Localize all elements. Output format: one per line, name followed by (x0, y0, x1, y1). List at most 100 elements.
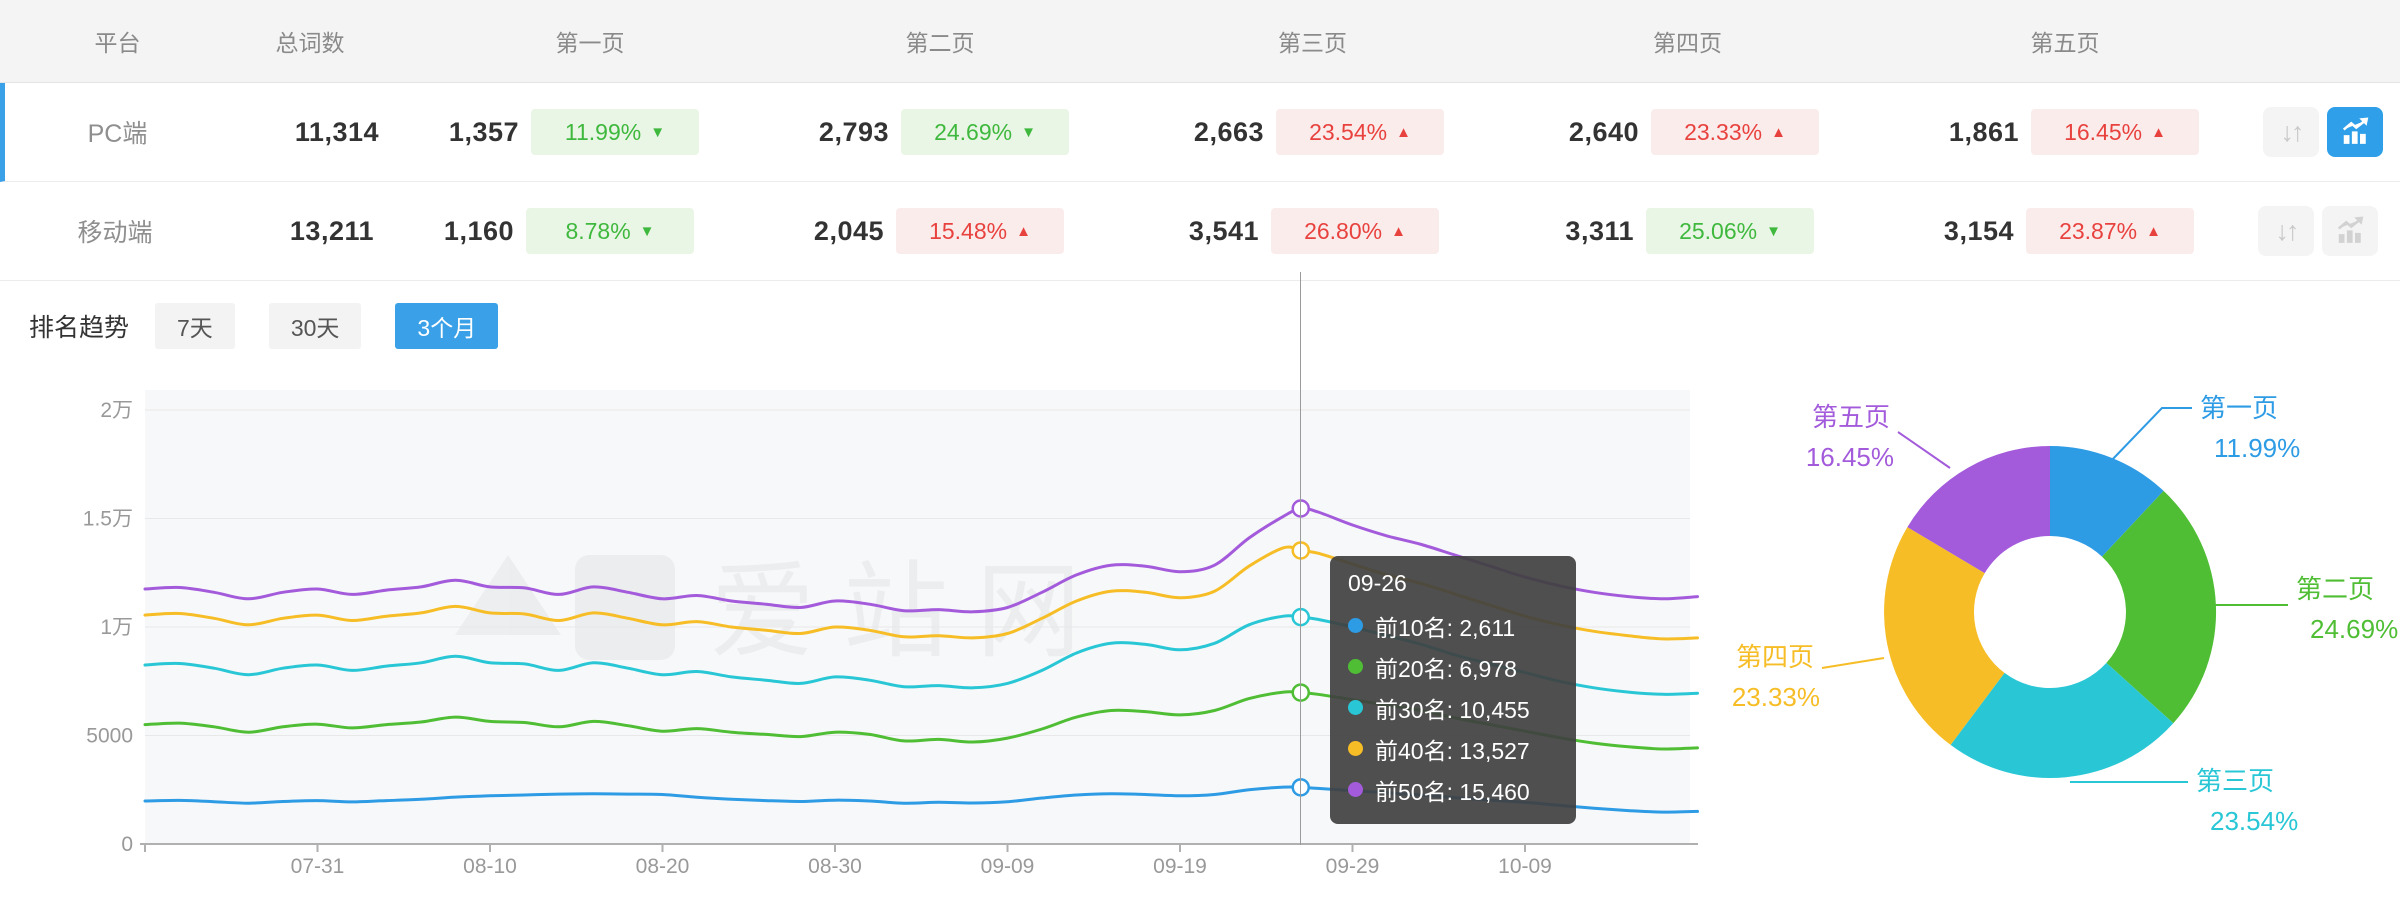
header-page2: 第二页 (905, 30, 975, 56)
donut-slice-第三页[interactable] (1950, 662, 2174, 778)
tooltip-item: 前10名: 2,611 (1348, 605, 1556, 646)
trend-controls: 排名趋势 7天 30天 3个月 (29, 303, 532, 349)
donut-label-name: 第五页 (1812, 402, 1890, 432)
donut-label-name: 第二页 (2296, 574, 2374, 604)
header-platform: 平台 (94, 30, 141, 56)
row-actions: ↓↑ (2220, 206, 2400, 256)
header-page4: 第四页 (1653, 30, 1722, 56)
tooltip-item: 前20名: 6,978 (1348, 646, 1556, 687)
page-distribution-donut-chart[interactable]: 第一页 11.99% 第二页 24.69% 第三页 23.54% 第四页 23.33% 第五页 1… (1650, 370, 2400, 890)
donut-slice-第二页[interactable] (2102, 490, 2217, 724)
svg-text:09-29: 09-29 (1326, 855, 1380, 878)
page5-cell: 1,861 16.45% ▲ (1845, 109, 2225, 155)
table-row-pc[interactable]: PC端 11,314 1,357 11.99% ▼ 2,793 24.69% ▼ 2… (0, 83, 2400, 182)
svg-text:08-30: 08-30 (808, 855, 862, 878)
donut-label-pct: 11.99% (2214, 433, 2300, 463)
series-dot-icon (1348, 782, 1363, 797)
rank-trend-line-chart[interactable]: 爱站网 0 5000 1万 1.5万 2万 07-31 08-10 08-20 08-30 09-0… (0, 370, 1710, 890)
page1-cell: 1,357 11.99% ▼ (395, 109, 725, 155)
donut-slice-第五页[interactable] (1907, 446, 2050, 574)
trend-badge: 11.99% ▼ (531, 109, 699, 155)
trend-chart-button[interactable] (2322, 206, 2378, 256)
page5-cell: 3,154 23.87% ▲ (1840, 208, 2220, 254)
table-row-mobile[interactable]: 移动端 13,211 1,160 8.78% ▼ 2,045 15.48% ▲ 3,… (0, 182, 2400, 281)
sort-button[interactable]: ↓↑ (2263, 107, 2319, 157)
donut-label-connector (1821, 657, 1885, 669)
bar-chart-icon (2342, 117, 2369, 144)
page-count: 3,541 (1188, 215, 1259, 246)
tooltip-item: 前30名: 10,455 (1348, 687, 1556, 728)
trend-arrow-icon: ▲ (2151, 123, 2166, 141)
page4-cell: 2,640 23.33% ▲ (1470, 109, 1845, 155)
svg-text:1.5万: 1.5万 (83, 508, 133, 531)
table-header: 平台 总词数 第一页 第二页 第三页 第四页 第五页 (0, 0, 2400, 83)
tooltip-date: 09-26 (1348, 570, 1407, 596)
svg-text:2万: 2万 (100, 399, 133, 422)
sort-arrows-icon: ↓↑ (2280, 116, 2305, 147)
page-count: 2,640 (1568, 116, 1639, 147)
trend-arrow-icon: ▼ (639, 222, 655, 240)
donut-label-connector (1897, 431, 1951, 469)
page3-cell: 3,541 26.80% ▲ (1090, 208, 1465, 254)
series-dot-icon (1348, 700, 1363, 715)
donut-label-pct: 24.69% (2310, 614, 2398, 644)
donut-label-pct: 23.33% (1732, 682, 1820, 712)
svg-text:09-09: 09-09 (981, 855, 1035, 878)
trend-badge: 23.54% ▲ (1276, 109, 1444, 155)
page-count: 2,045 (813, 215, 884, 246)
page3-cell: 2,663 23.54% ▲ (1095, 109, 1470, 155)
row-actions: ↓↑ (2225, 107, 2400, 157)
trend-arrow-icon: ▲ (1771, 123, 1786, 141)
range-button-30d[interactable]: 30天 (268, 303, 362, 349)
header-total-words: 总词数 (275, 30, 345, 56)
trend-arrow-icon: ▲ (1391, 222, 1406, 240)
page-count: 2,663 (1193, 116, 1264, 147)
trend-arrow-icon: ▲ (2146, 222, 2161, 240)
watermark-text: 爱站网 (710, 554, 1109, 671)
trend-badge: 26.80% ▲ (1271, 208, 1439, 254)
donut-label-name: 第四页 (1736, 642, 1814, 672)
donut-slice-第四页[interactable] (1884, 527, 2005, 745)
total-words-value: 11,314 (294, 116, 379, 147)
range-button-7d[interactable]: 7天 (155, 303, 235, 349)
trend-arrow-icon: ▼ (1766, 222, 1781, 240)
platform-label: PC端 (87, 120, 148, 148)
page2-cell: 2,793 24.69% ▼ (725, 109, 1095, 155)
trend-arrow-icon: ▲ (1396, 123, 1411, 141)
header-page1: 第一页 (555, 30, 625, 56)
svg-text:1万: 1万 (100, 616, 133, 639)
trend-badge: 16.45% ▲ (2031, 109, 2199, 155)
header-page5: 第五页 (2030, 30, 2100, 56)
series-dot-icon (1348, 741, 1363, 756)
donut-slice-第一页[interactable] (2050, 446, 2164, 557)
chart-tooltip: 09-26 前10名: 2,611 前20名: 6,978 前30名: 10,455… (1330, 556, 1576, 824)
section-title: 排名趋势 (29, 314, 130, 342)
trend-chart-button[interactable] (2327, 107, 2383, 157)
svg-text:5000: 5000 (86, 725, 133, 748)
page-count: 3,311 (1565, 215, 1634, 246)
total-words-value: 13,211 (289, 215, 374, 246)
trend-badge: 8.78% ▼ (526, 208, 694, 254)
page-count: 1,357 (448, 116, 519, 147)
trend-arrow-icon: ▼ (1021, 123, 1036, 141)
svg-text:0: 0 (121, 833, 133, 856)
sort-button[interactable]: ↓↑ (2258, 206, 2314, 256)
page-count: 1,861 (1948, 116, 2019, 147)
range-button-3m[interactable]: 3个月 (395, 303, 499, 349)
trend-badge: 15.48% ▲ (896, 208, 1064, 254)
svg-text:10-09: 10-09 (1498, 855, 1552, 878)
page-count: 3,154 (1943, 215, 2014, 246)
page-count: 1,160 (443, 215, 514, 246)
platform-label: 移动端 (77, 219, 153, 247)
page-count: 2,793 (818, 116, 889, 147)
trend-badge: 23.87% ▲ (2026, 208, 2194, 254)
chart-crosshair-line (1300, 272, 1301, 845)
donut-label-pct: 16.45% (1806, 442, 1894, 472)
series-dot-icon (1348, 659, 1363, 674)
tooltip-rows: 前10名: 2,611 前20名: 6,978 前30名: 10,455 前40名: … (1348, 605, 1556, 810)
svg-text:09-19: 09-19 (1153, 855, 1207, 878)
trend-arrow-icon: ▼ (650, 123, 666, 141)
bar-chart-icon (2337, 216, 2364, 243)
tooltip-item: 前40名: 13,527 (1348, 728, 1556, 769)
